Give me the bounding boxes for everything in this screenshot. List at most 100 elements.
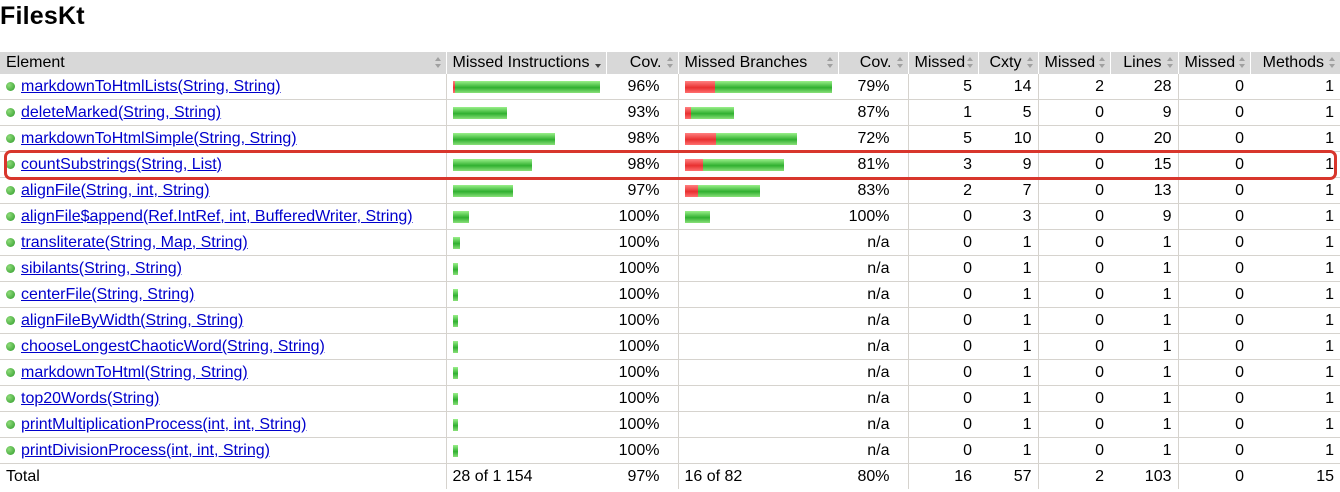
table-row: printDivisionProcess(int, int, String) 10… (0, 437, 1340, 464)
branches-coverage: n/a (838, 437, 908, 464)
branches-coverage: n/a (838, 281, 908, 308)
sort-icon (1098, 57, 1106, 69)
covered-bar-segment (684, 210, 710, 223)
method-link[interactable]: sibilants(String, String) (21, 259, 182, 277)
element-cell: printMultiplicationProcess(int, int, Str… (0, 411, 446, 438)
method-link[interactable]: centerFile(String, String) (21, 285, 195, 303)
methods: 1 (1250, 177, 1340, 204)
col-header-missed-lines[interactable]: Missed (1037, 52, 1110, 74)
complexity: 3 (978, 203, 1038, 230)
lines: 9 (1110, 99, 1178, 126)
missed-instructions-cell (445, 151, 606, 178)
col-header-methods[interactable]: Methods (1249, 52, 1340, 74)
missed-complexity: 0 (907, 333, 978, 360)
method-link[interactable]: chooseLongestChaoticWord(String, String) (21, 337, 325, 355)
missed-lines: 0 (1037, 281, 1110, 308)
missed-instructions-cell (445, 203, 606, 230)
missed-instructions-cell (445, 255, 606, 282)
table-row: countSubstrings(String, List) 98% 81% 3 9 0 15… (0, 151, 1340, 178)
missed-lines: 2 (1037, 74, 1110, 100)
method-link[interactable]: printMultiplicationProcess(int, int, Str… (21, 415, 307, 433)
method-link[interactable]: markdownToHtmlLists(String, String) (21, 77, 281, 95)
missed-methods: 0 (1177, 125, 1250, 152)
methods: 1 (1250, 74, 1340, 100)
method-link[interactable]: alignFile(String, int, String) (21, 181, 210, 199)
col-header-lines[interactable]: Lines (1109, 52, 1178, 74)
coverage-bar (685, 341, 833, 353)
missed-branches-cell (677, 74, 838, 100)
missed-lines: 0 (1037, 229, 1110, 256)
missed-lines: 0 (1037, 203, 1110, 230)
missed-methods: 0 (1177, 411, 1250, 438)
col-header-missed-instructions[interactable]: Missed Instructions (445, 52, 606, 74)
method-link[interactable]: transliterate(String, Map, String) (21, 233, 248, 251)
instructions-coverage: 100% (606, 333, 678, 360)
methods: 1 (1250, 229, 1340, 256)
missed-complexity: 0 (907, 281, 978, 308)
coverage-bar (685, 445, 833, 457)
covered-bar-segment (452, 106, 507, 119)
missed-instructions-cell (445, 333, 606, 360)
methods: 1 (1250, 333, 1340, 360)
page-title: FilesKt (0, 2, 85, 30)
sort-descending-icon (594, 57, 602, 69)
total-methods: 15 (1250, 463, 1340, 489)
total-row: Total 28 of 1 154 97% 16 of 82 80% 16 57… (0, 463, 1340, 489)
method-icon (6, 420, 15, 429)
method-icon (6, 316, 15, 325)
table-row: deleteMarked(String, String) 93% 87% 1 5 0 9 0 1 (0, 99, 1340, 126)
method-icon (6, 290, 15, 299)
complexity: 1 (978, 307, 1038, 334)
sort-icon (1166, 57, 1174, 69)
method-link[interactable]: countSubstrings(String, List) (21, 155, 222, 173)
lines: 1 (1110, 307, 1178, 334)
branches-coverage: 83% (838, 177, 908, 204)
element-cell: markdownToHtml(String, String) (0, 359, 446, 386)
covered-bar-segment (698, 184, 760, 197)
col-header-branches-coverage[interactable]: Cov. (837, 52, 908, 74)
method-link[interactable]: printDivisionProcess(int, int, String) (21, 441, 270, 459)
method-icon (6, 342, 15, 351)
complexity: 1 (978, 385, 1038, 412)
covered-bar-segment (715, 80, 832, 93)
method-link[interactable]: alignFileByWidth(String, String) (21, 311, 244, 329)
method-icon (6, 82, 15, 91)
missed-instructions-cell (445, 229, 606, 256)
coverage-bar (684, 132, 833, 145)
covered-bar-segment (452, 158, 532, 171)
total-instructions-coverage: 97% (606, 463, 678, 489)
total-missed-branches: 16 of 82 (677, 463, 838, 489)
table-row: printMultiplicationProcess(int, int, Str… (0, 411, 1340, 438)
col-header-missed-branches[interactable]: Missed Branches (677, 52, 838, 74)
missed-lines: 0 (1037, 99, 1110, 126)
col-header-instructions-coverage[interactable]: Cov. (605, 52, 678, 74)
branches-coverage: n/a (838, 359, 908, 386)
method-link[interactable]: deleteMarked(String, String) (21, 103, 222, 121)
method-link[interactable]: markdownToHtml(String, String) (21, 363, 248, 381)
col-header-complexity[interactable]: Cxty (977, 52, 1038, 74)
complexity: 1 (978, 437, 1038, 464)
lines: 1 (1110, 333, 1178, 360)
missed-complexity: 0 (907, 437, 978, 464)
coverage-bar (685, 393, 833, 405)
coverage-bar (685, 289, 833, 301)
method-link[interactable]: alignFile$append(Ref.IntRef, int, Buffer… (21, 207, 413, 225)
methods: 1 (1250, 203, 1340, 230)
col-header-missed-complexity[interactable]: Missed (907, 52, 978, 74)
col-header-missed-methods[interactable]: Missed (1177, 52, 1250, 74)
coverage-bar (685, 263, 833, 275)
col-header-element[interactable]: Element (0, 52, 446, 74)
missed-branches-cell (677, 411, 838, 438)
missed-lines: 0 (1037, 411, 1110, 438)
element-cell: alignFile$append(Ref.IntRef, int, Buffer… (0, 203, 446, 230)
element-cell: chooseLongestChaoticWord(String, String) (0, 333, 446, 360)
coverage-bar (452, 132, 601, 145)
complexity: 1 (978, 359, 1038, 386)
method-link[interactable]: markdownToHtmlSimple(String, String) (21, 129, 297, 147)
methods: 1 (1250, 255, 1340, 282)
element-cell: markdownToHtmlLists(String, String) (0, 74, 446, 100)
table-row: top20Words(String) 100% n/a 0 1 0 1 0 1 (0, 385, 1340, 412)
total-missed-lines: 2 (1037, 463, 1110, 489)
method-link[interactable]: top20Words(String) (21, 389, 160, 407)
covered-bar-segment (452, 340, 458, 353)
